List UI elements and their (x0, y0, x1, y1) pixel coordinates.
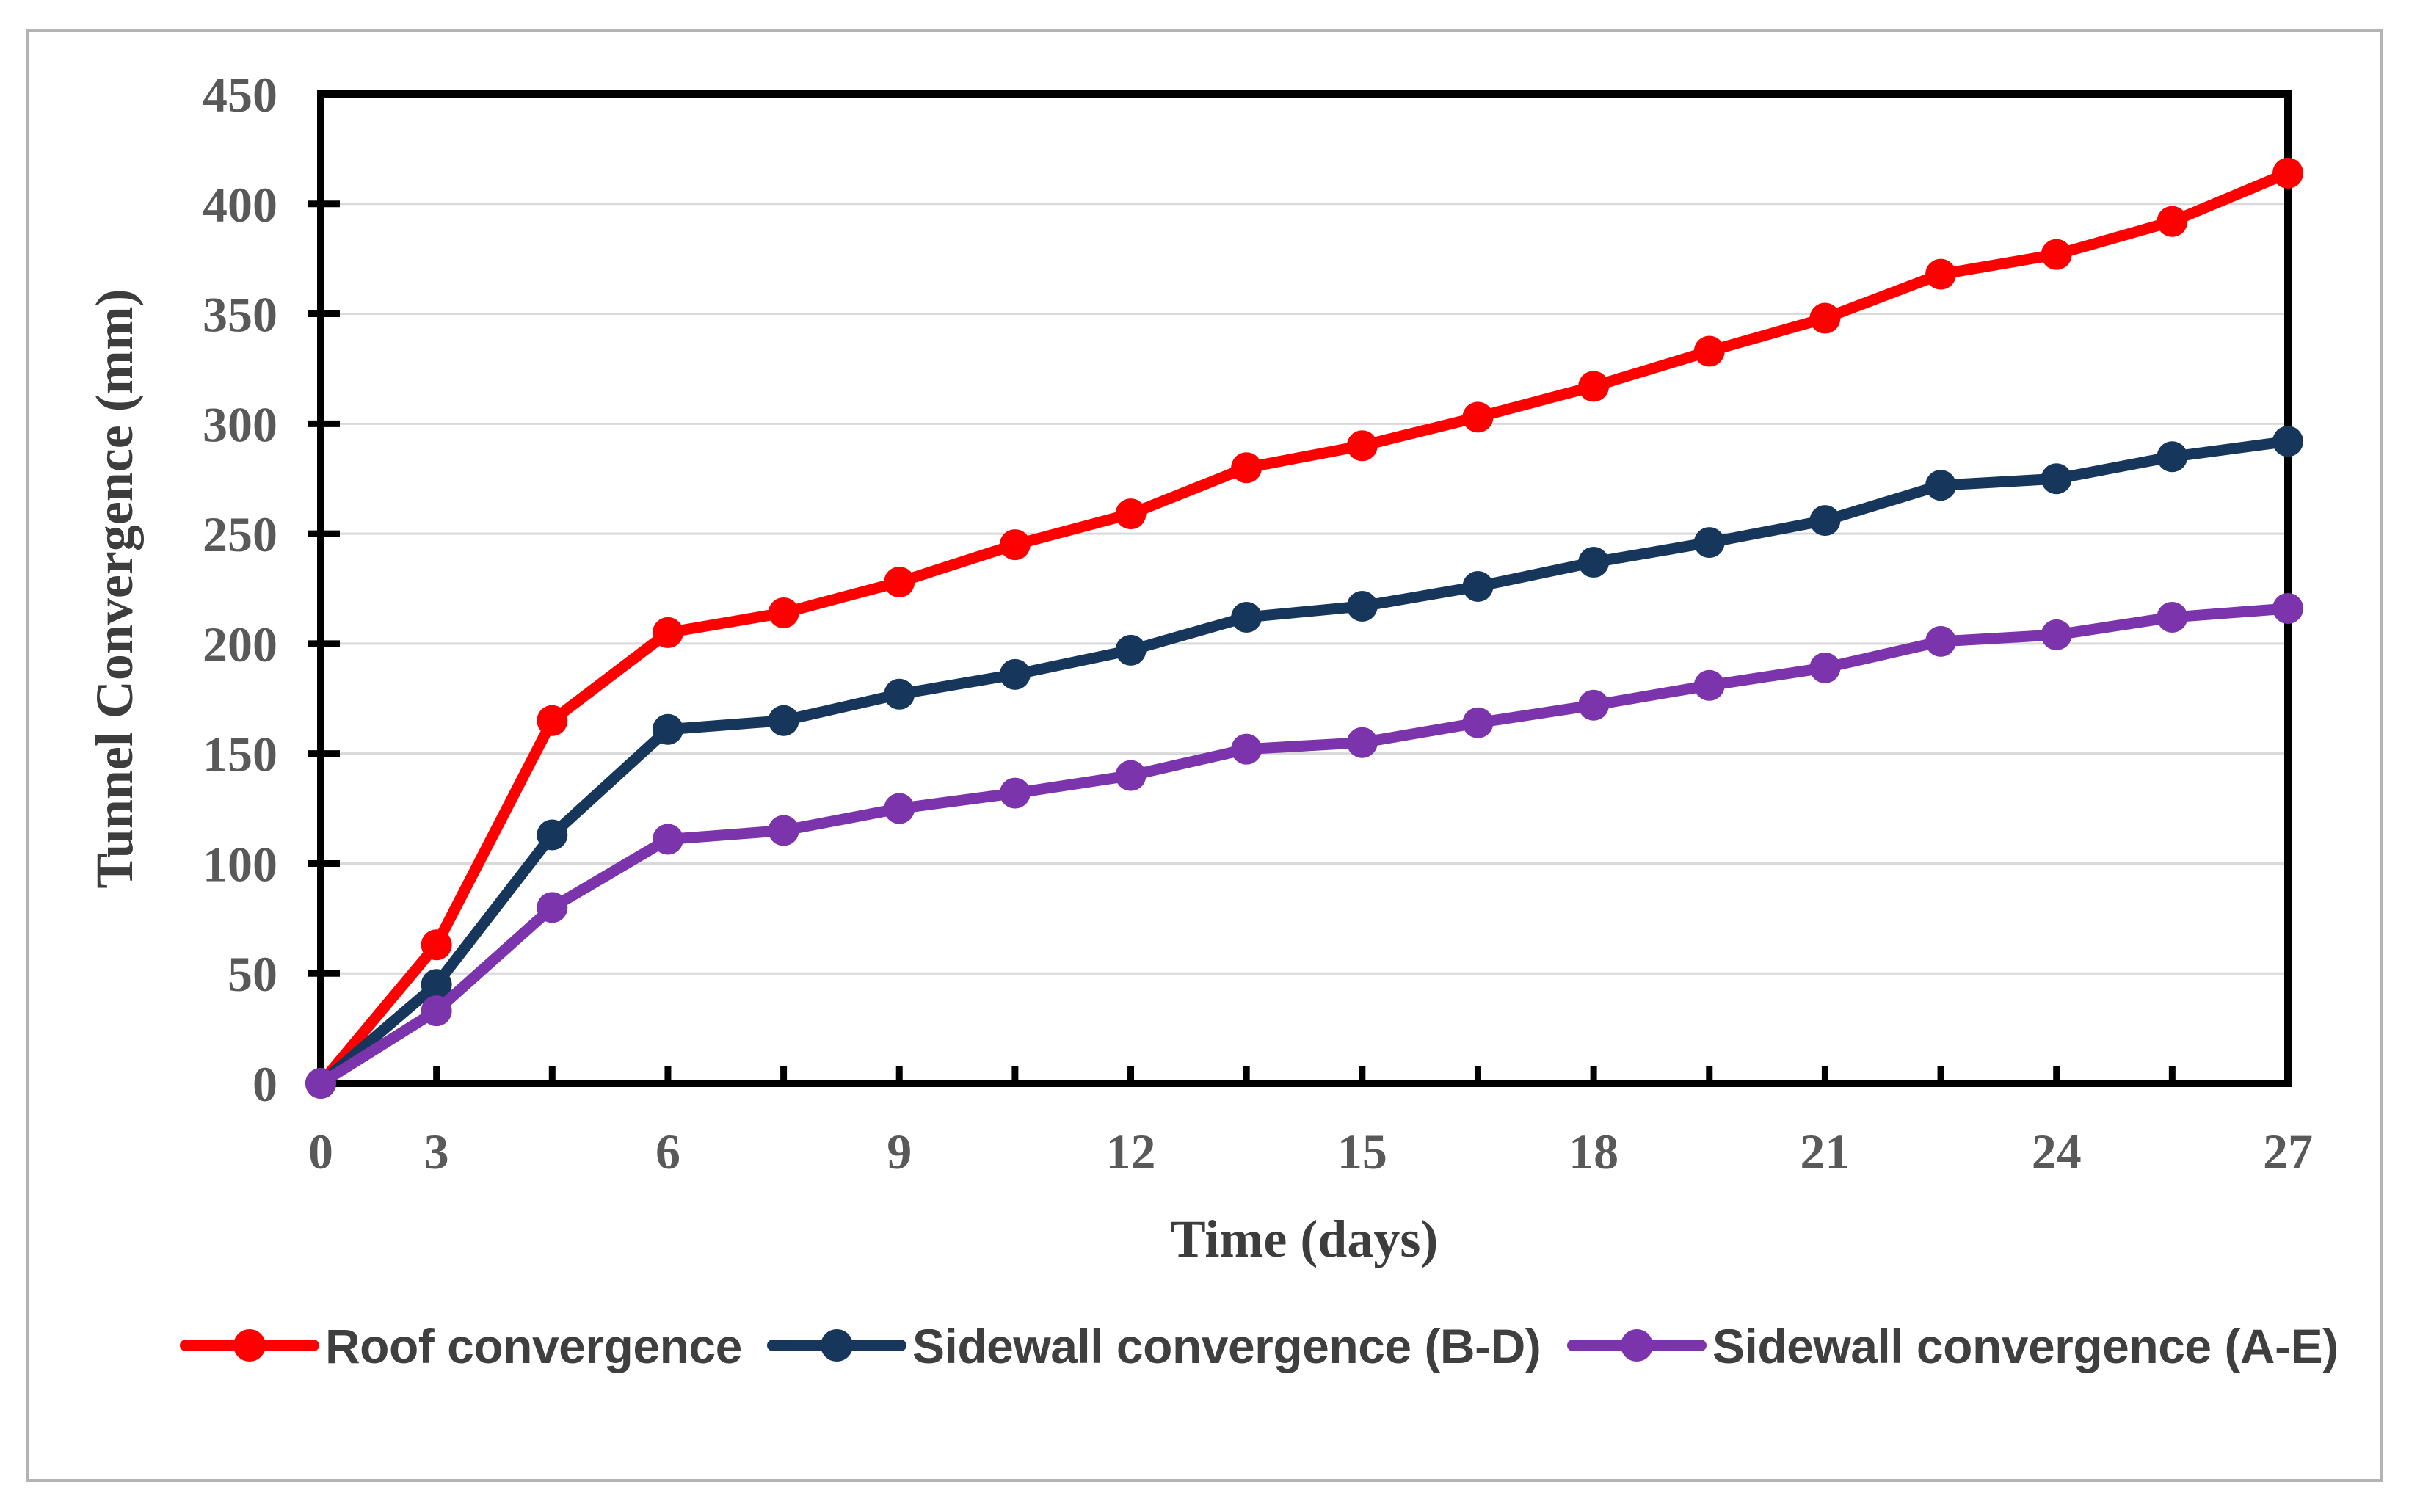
data-point-sidewall-convergence-a-e-day-7.5 (768, 815, 799, 846)
y-tick-label-450: 450 (203, 67, 277, 123)
x-axis-title: Time (days) (1171, 1210, 1439, 1268)
data-point-sidewall-convergence-b-d-day-10.5 (999, 658, 1031, 690)
data-point-sidewall-convergence-a-e-day-13.5 (1231, 733, 1262, 765)
y-tick-label-400: 400 (203, 177, 277, 233)
y-tick-label-200: 200 (203, 617, 277, 672)
y-tick-label-300: 300 (203, 396, 277, 452)
data-point-roof-convergence-day-25.5 (2157, 206, 2188, 237)
x-tick-label-6: 6 (655, 1124, 680, 1180)
data-point-sidewall-convergence-a-e-day-12 (1115, 760, 1147, 791)
series-line-roof-convergence (315, 167, 2294, 1089)
data-point-sidewall-convergence-a-e-day-9 (884, 793, 915, 824)
series-line-sidewall-convergence-b-d (315, 435, 2294, 1089)
figure-border (26, 29, 2383, 1482)
x-tick-label-18: 18 (1569, 1124, 1618, 1180)
y-tick-label-0: 0 (252, 1056, 277, 1112)
data-point-roof-convergence-day-12 (1115, 498, 1147, 530)
data-point-sidewall-convergence-b-d-day-12 (1115, 634, 1147, 666)
legend: Roof convergence Sidewall convergence (B-… (180, 1319, 2339, 1373)
data-point-sidewall-convergence-a-e-day-16.5 (1462, 707, 1494, 738)
data-point-sidewall-convergence-a-e-day-25.5 (2157, 601, 2188, 633)
data-point-sidewall-convergence-b-d-day-4.5 (537, 819, 568, 851)
y-tick-label-350: 350 (203, 287, 277, 343)
data-point-sidewall-convergence-b-d-day-27 (2272, 426, 2303, 457)
data-point-roof-convergence-day-4.5 (537, 705, 568, 736)
data-point-roof-convergence-day-15 (1346, 430, 1378, 462)
legend-label-sidewall-convergence-b-d: Sidewall convergence (B-D) (912, 1319, 1541, 1373)
data-point-roof-convergence-day-16.5 (1462, 401, 1494, 433)
legend-item-roof-convergence: Roof convergence (180, 1319, 742, 1373)
data-point-sidewall-convergence-b-d-day-24 (2041, 463, 2072, 495)
x-tick-label-3: 3 (424, 1124, 449, 1180)
legend-label-roof-convergence: Roof convergence (325, 1319, 742, 1373)
data-point-sidewall-convergence-a-e-day-19.5 (1693, 669, 1725, 701)
plot-border (317, 90, 2292, 1087)
data-point-sidewall-convergence-b-d-day-18 (1578, 547, 1610, 578)
x-tick-label-27: 27 (2263, 1124, 2313, 1180)
data-point-roof-convergence-day-10.5 (999, 529, 1031, 561)
legend-item-sidewall-convergence-a-e: Sidewall convergence (A-E) (1567, 1319, 2339, 1373)
data-point-roof-convergence-day-7.5 (768, 597, 799, 628)
data-point-roof-convergence-day-27 (2272, 157, 2303, 189)
data-point-sidewall-convergence-b-d-day-25.5 (2157, 441, 2188, 473)
x-tick-label-0: 0 (308, 1124, 333, 1180)
y-tick-label-50: 50 (228, 946, 277, 1002)
data-point-roof-convergence-day-6 (652, 617, 683, 648)
data-point-sidewall-convergence-a-e-day-24 (2041, 619, 2072, 650)
data-point-roof-convergence-day-21 (1809, 302, 1841, 334)
data-point-sidewall-convergence-b-d-day-3 (421, 969, 452, 1000)
legend-marker-sidewall-convergence-b-d-icon (821, 1329, 853, 1362)
data-point-sidewall-convergence-b-d-day-16.5 (1462, 571, 1494, 603)
data-point-roof-convergence-day-19.5 (1693, 335, 1725, 367)
data-point-sidewall-convergence-a-e-day-21 (1809, 652, 1841, 683)
x-tick-label-24: 24 (2032, 1124, 2082, 1180)
data-point-roof-convergence-day-3 (421, 929, 452, 961)
plot-frame (317, 90, 2292, 1087)
data-point-roof-convergence-day-22.5 (1925, 258, 1957, 290)
data-series (305, 157, 2303, 1099)
y-tick-label-150: 150 (203, 727, 277, 782)
gridlines (321, 203, 2288, 975)
data-point-sidewall-convergence-b-d-day-21 (1809, 505, 1841, 537)
data-point-sidewall-convergence-b-d-day-22.5 (1925, 470, 1957, 501)
data-point-sidewall-convergence-a-e-day-0 (305, 1068, 336, 1099)
legend-marker-sidewall-convergence-a-e-icon (1621, 1329, 1653, 1362)
series-sidewall-convergence-b-d (305, 426, 2303, 1099)
data-point-sidewall-convergence-b-d-day-6 (652, 713, 683, 745)
data-point-sidewall-convergence-a-e-day-4.5 (537, 892, 568, 923)
x-tick-label-21: 21 (1800, 1124, 1850, 1180)
x-tick-label-15: 15 (1337, 1124, 1387, 1180)
legend-marker-roof-convergence-icon (233, 1329, 266, 1362)
x-tick-label-12: 12 (1106, 1124, 1156, 1180)
data-point-sidewall-convergence-b-d-day-19.5 (1693, 527, 1725, 559)
data-point-sidewall-convergence-a-e-day-18 (1578, 689, 1610, 721)
y-axis-title: Tunnel Convergence (mm) (85, 288, 144, 888)
series-sidewall-convergence-a-e (305, 592, 2303, 1099)
data-point-sidewall-convergence-a-e-day-3 (421, 995, 452, 1027)
data-point-sidewall-convergence-b-d-day-9 (884, 678, 915, 710)
data-point-sidewall-convergence-b-d-day-7.5 (768, 705, 799, 736)
series-roof-convergence (305, 157, 2303, 1099)
data-point-sidewall-convergence-a-e-day-15 (1346, 727, 1378, 758)
data-point-sidewall-convergence-a-e-day-10.5 (999, 777, 1031, 809)
data-point-roof-convergence-day-13.5 (1231, 452, 1262, 484)
y-tick-label-100: 100 (203, 836, 277, 892)
legend-label-sidewall-convergence-a-e: Sidewall convergence (A-E) (1712, 1319, 2339, 1373)
data-point-sidewall-convergence-a-e-day-27 (2272, 592, 2303, 624)
legend-item-sidewall-convergence-b-d: Sidewall convergence (B-D) (767, 1319, 1541, 1373)
data-point-sidewall-convergence-b-d-day-15 (1346, 590, 1378, 622)
x-tick-label-9: 9 (887, 1124, 912, 1180)
y-tick-label-250: 250 (203, 506, 277, 562)
data-point-roof-convergence-day-18 (1578, 371, 1610, 402)
axis-tick-labels: 0 50 100 150 200 250 300 350 400 450 0 3 6 9 12 15 18 21 2… (203, 67, 2313, 1180)
data-point-roof-convergence-day-24 (2041, 239, 2072, 270)
data-point-roof-convergence-day-9 (884, 567, 915, 598)
data-point-sidewall-convergence-b-d-day-13.5 (1231, 601, 1262, 633)
data-point-sidewall-convergence-a-e-day-22.5 (1925, 625, 1957, 657)
data-point-sidewall-convergence-a-e-day-6 (652, 824, 683, 855)
series-line-sidewall-convergence-a-e (315, 603, 2294, 1089)
